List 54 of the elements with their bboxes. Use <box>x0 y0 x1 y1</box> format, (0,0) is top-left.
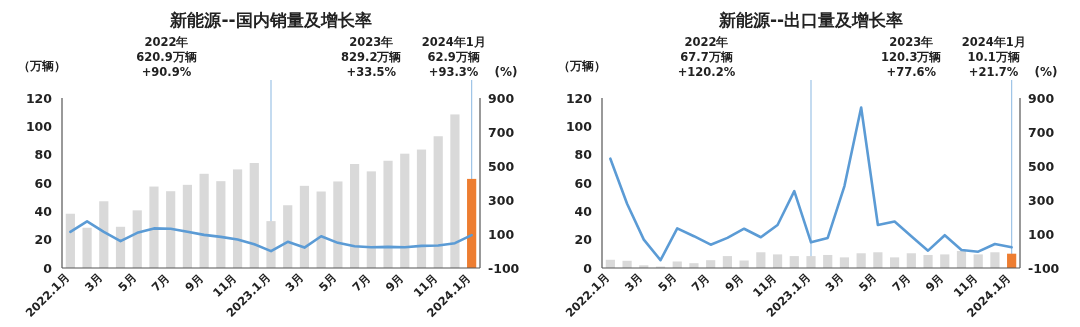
y2-tick-label: 900 <box>1028 90 1055 106</box>
y-tick-label: 0 <box>43 260 53 276</box>
text: 2024年1月 62.9万辆 +93.3% <box>421 35 486 79</box>
y-tick-label: 120 <box>25 90 53 106</box>
y2-tick-label: 300 <box>488 192 515 208</box>
text: 2024年1月 10.1万辆 +21.7% <box>961 35 1026 79</box>
text: 2023年 829.2万辆 +33.5% <box>341 35 402 79</box>
y2-tick-label: -100 <box>488 260 520 276</box>
y-axis-title: （万辆） <box>18 59 66 73</box>
x-tick-label: 7月 <box>148 270 173 295</box>
text: 2022年 620.9万辆 +90.9% <box>136 35 197 79</box>
x-tick-label: 3月 <box>282 270 307 295</box>
x-tick-label: 3月 <box>822 270 847 295</box>
y-axis-title: （万辆） <box>558 59 606 73</box>
x-tick-label: 5月 <box>655 270 680 295</box>
y-tick-label: 120 <box>565 90 593 106</box>
x-tick-label: 9月 <box>382 270 407 295</box>
y-tick-label: 80 <box>574 147 593 163</box>
y2-tick-label: 300 <box>1028 192 1055 208</box>
x-tick-label: 9月 <box>182 270 207 295</box>
y2-tick-label: 900 <box>488 90 515 106</box>
chart-title: 新能源--国内销量及增长率 <box>169 10 372 30</box>
x-tick-label: 9月 <box>922 270 947 295</box>
x-tick-label: 9月 <box>722 270 747 295</box>
x-tick-label: 3月 <box>621 270 646 295</box>
y-tick-label: 80 <box>34 147 53 163</box>
text: 2022年 67.7万辆 +120.2% <box>677 35 736 79</box>
y-tick-label: 60 <box>34 175 53 191</box>
x-tick-label: 5月 <box>315 270 340 295</box>
y-tick-label: 100 <box>25 118 53 134</box>
y2-tick-label: -100 <box>1028 260 1060 276</box>
y-tick-label: 20 <box>34 232 53 248</box>
y2-tick-label: 100 <box>1028 226 1055 242</box>
y-tick-label: 100 <box>565 118 593 134</box>
y2-tick-label: 500 <box>488 158 515 174</box>
y2-tick-label: 100 <box>488 226 515 242</box>
y-tick-label: 40 <box>574 203 593 219</box>
y-tick-label: 20 <box>574 232 593 248</box>
x-tick-label: 7月 <box>889 270 914 295</box>
text: 2023年 120.3万辆 +77.6% <box>881 35 942 79</box>
x-tick-label: 5月 <box>855 270 880 295</box>
y2-axis-title: (%) <box>1034 65 1058 79</box>
x-tick-label: 5月 <box>115 270 140 295</box>
x-tick-label: 7月 <box>349 270 374 295</box>
y2-tick-label: 700 <box>1028 124 1055 140</box>
y-tick-label: 0 <box>583 260 593 276</box>
y2-axis-title: (%) <box>494 65 518 79</box>
y2-tick-label: 700 <box>488 124 515 140</box>
y-tick-label: 60 <box>574 175 593 191</box>
x-tick-label: 7月 <box>688 270 713 295</box>
chart-title: 新能源--出口量及增长率 <box>717 10 904 30</box>
y2-tick-label: 500 <box>1028 158 1055 174</box>
x-tick-label: 3月 <box>81 270 106 295</box>
y-tick-label: 40 <box>34 203 53 219</box>
